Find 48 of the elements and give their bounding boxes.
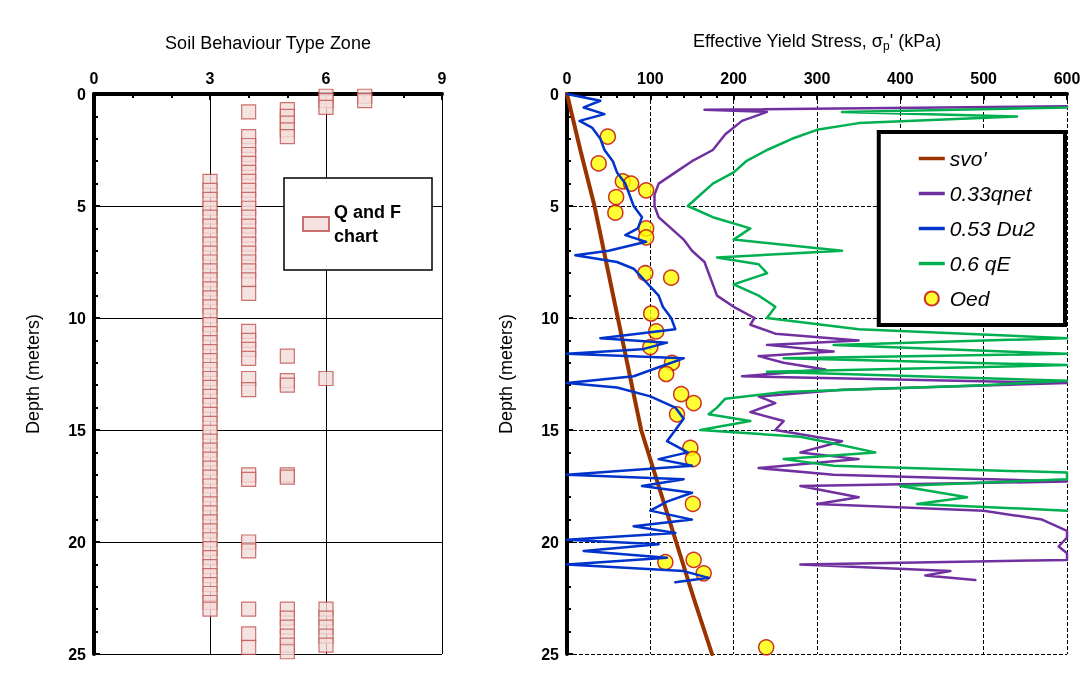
point — [684, 495, 702, 513]
point — [757, 639, 775, 656]
x-tick-label: 0 — [562, 69, 572, 87]
legend-label: Q and F chart — [334, 202, 406, 246]
y-tick-label: 0 — [550, 85, 560, 103]
y-tick-label: 25 — [68, 645, 87, 663]
legend-label: 0.6 qE — [949, 252, 1012, 275]
x-tick-label: 500 — [970, 69, 998, 87]
x-tick-label: 200 — [720, 69, 748, 87]
point — [662, 269, 680, 286]
point — [685, 394, 702, 412]
x-tick-label: 9 — [437, 69, 447, 87]
x-tick-label: 100 — [636, 69, 664, 87]
point — [637, 182, 655, 199]
point — [590, 155, 607, 172]
point — [672, 385, 690, 403]
y-tick-label: 5 — [77, 197, 87, 215]
y-tick-label: 15 — [68, 421, 87, 439]
y-tick-label: 10 — [68, 309, 87, 327]
line-series — [686, 106, 1069, 512]
line-series — [565, 92, 710, 584]
y-tick-label: 20 — [68, 533, 87, 551]
y-axis-title: Depth (meters) — [23, 313, 43, 435]
x-tick-label: 3 — [205, 69, 215, 87]
y-tick-label: 25 — [541, 645, 560, 663]
y-axis-title: Depth (meters) — [496, 313, 516, 435]
point — [642, 305, 660, 322]
point — [607, 188, 625, 206]
point — [607, 204, 624, 221]
y-tick-label: 10 — [541, 309, 560, 327]
y-tick-label: 20 — [541, 533, 560, 551]
legend-label: svo' — [949, 147, 988, 170]
point — [684, 450, 702, 468]
legend-label: 0.53 Du2 — [949, 217, 1036, 240]
y-tick-label: 5 — [550, 197, 560, 215]
y-tick-label: 0 — [77, 85, 87, 103]
x-tick-label: 6 — [321, 69, 331, 87]
point — [685, 551, 702, 569]
x-axis-title: Soil Behaviour Type Zone — [165, 33, 371, 53]
x-tick-label: 600 — [1053, 69, 1081, 87]
legend-label: Oed — [949, 287, 991, 310]
x-tick-label: 0 — [89, 69, 99, 87]
x-tick-label: 300 — [803, 69, 831, 87]
legend-label: 0.33qnet — [949, 182, 1033, 205]
x-tick-label: 400 — [886, 69, 914, 87]
point — [599, 128, 617, 145]
point — [657, 365, 675, 383]
y-tick-label: 15 — [541, 421, 560, 439]
